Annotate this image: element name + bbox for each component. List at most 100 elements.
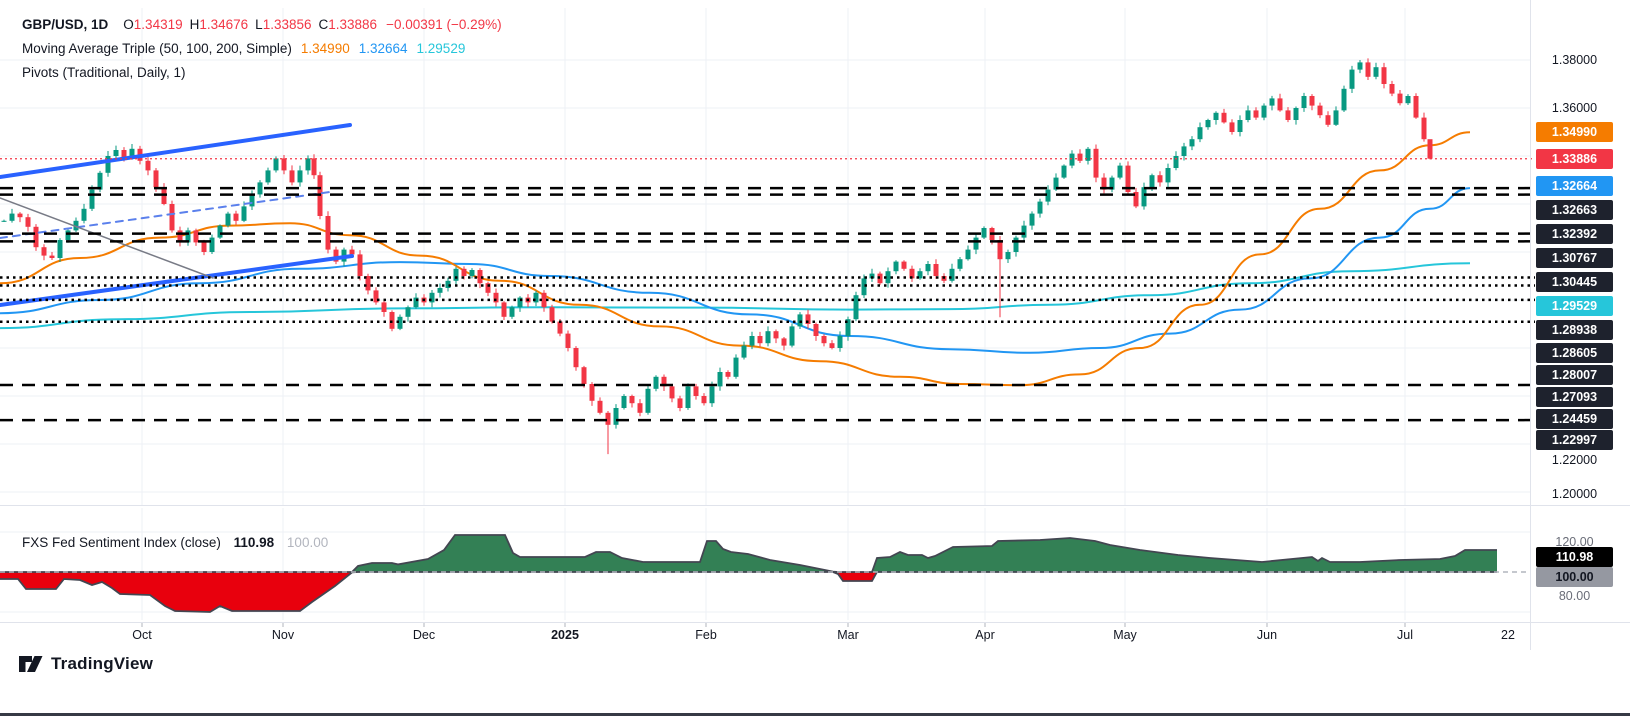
candle[interactable]: [257, 180, 263, 198]
candle[interactable]: [289, 165, 295, 186]
candle[interactable]: [829, 340, 835, 350]
candle[interactable]: [1405, 94, 1411, 106]
candle[interactable]: [1285, 107, 1291, 123]
candle[interactable]: [589, 382, 595, 406]
candle[interactable]: [1221, 108, 1227, 124]
candle[interactable]: [1389, 80, 1395, 97]
candle[interactable]: [1117, 162, 1123, 180]
candle[interactable]: [1061, 164, 1067, 179]
ma-triple-legend[interactable]: Moving Average Triple (50, 100, 200, Sim…: [22, 37, 465, 61]
candle[interactable]: [885, 267, 891, 288]
candle[interactable]: [653, 375, 659, 392]
candle[interactable]: [1357, 60, 1363, 74]
candle[interactable]: [917, 268, 923, 280]
candle[interactable]: [1253, 107, 1259, 120]
upper-channel-trendline[interactable]: [0, 122, 352, 179]
candle[interactable]: [453, 266, 459, 286]
candle[interactable]: [1325, 111, 1331, 127]
candle[interactable]: [1037, 198, 1043, 218]
sma-50-line[interactable]: [0, 131, 1471, 387]
candle[interactable]: [637, 399, 643, 417]
candle[interactable]: [821, 334, 827, 347]
tradingview-logo[interactable]: TradingView: [18, 653, 153, 675]
candle[interactable]: [533, 290, 539, 307]
pivots-legend[interactable]: Pivots (Traditional, Daily, 1): [22, 61, 186, 85]
candle[interactable]: [1181, 142, 1187, 161]
candle[interactable]: [861, 274, 867, 298]
candle[interactable]: [645, 385, 651, 415]
candle[interactable]: [1141, 182, 1147, 210]
candle[interactable]: [1397, 89, 1403, 106]
sentiment-area-positive[interactable]: [0, 535, 1497, 572]
candle[interactable]: [33, 224, 39, 251]
candle[interactable]: [469, 268, 475, 279]
candle[interactable]: [725, 370, 731, 380]
candle[interactable]: [677, 395, 683, 412]
pane-separator[interactable]: [0, 505, 1630, 506]
candle[interactable]: [81, 203, 87, 224]
candle[interactable]: [1109, 175, 1115, 193]
candle[interactable]: [1189, 136, 1195, 151]
candle[interactable]: [1341, 85, 1347, 113]
candle[interactable]: [973, 232, 979, 255]
mid-dashed-trendline[interactable]: [0, 191, 331, 240]
candle[interactable]: [1213, 111, 1219, 125]
candle[interactable]: [509, 305, 515, 319]
candle[interactable]: [1309, 94, 1315, 111]
candle[interactable]: [25, 213, 31, 232]
candle[interactable]: [1085, 147, 1091, 165]
candle[interactable]: [925, 261, 931, 276]
candle[interactable]: [305, 155, 311, 175]
candle[interactable]: [397, 314, 403, 331]
sma-100-line[interactable]: [0, 187, 1471, 354]
candle[interactable]: [17, 212, 23, 223]
candle[interactable]: [1269, 95, 1275, 111]
candle[interactable]: [749, 331, 755, 350]
candle[interactable]: [1093, 144, 1099, 183]
candle[interactable]: [1157, 171, 1163, 187]
candle[interactable]: [517, 296, 523, 312]
candle[interactable]: [1413, 93, 1419, 119]
candle[interactable]: [621, 394, 627, 410]
candle[interactable]: [573, 346, 579, 371]
candle[interactable]: [493, 288, 499, 307]
gray-trendline[interactable]: [0, 197, 214, 279]
candle[interactable]: [1373, 62, 1379, 80]
candle[interactable]: [765, 326, 771, 347]
candle[interactable]: [177, 226, 183, 247]
candle[interactable]: [485, 281, 491, 297]
candle[interactable]: [629, 394, 635, 408]
candle[interactable]: [661, 374, 667, 392]
candle[interactable]: [311, 154, 317, 179]
candle[interactable]: [1173, 151, 1179, 171]
lower-channel-trendline[interactable]: [0, 254, 354, 307]
candle[interactable]: [901, 260, 907, 271]
candle[interactable]: [9, 208, 15, 223]
candle[interactable]: [1427, 139, 1433, 160]
candle[interactable]: [373, 287, 379, 305]
candle[interactable]: [365, 273, 371, 295]
candle[interactable]: [1133, 187, 1139, 209]
candle[interactable]: [49, 251, 55, 260]
candle[interactable]: [693, 383, 699, 400]
candle[interactable]: [1045, 185, 1051, 206]
candle[interactable]: [429, 290, 435, 308]
candle[interactable]: [325, 211, 331, 254]
candle[interactable]: [209, 234, 215, 254]
candle[interactable]: [1205, 118, 1211, 130]
candle[interactable]: [869, 268, 875, 282]
candle[interactable]: [281, 154, 287, 175]
candle[interactable]: [41, 244, 47, 261]
candle[interactable]: [265, 167, 271, 185]
candle[interactable]: [717, 367, 723, 391]
candle[interactable]: [997, 235, 1003, 318]
candle[interactable]: [789, 323, 795, 348]
candle[interactable]: [981, 226, 987, 240]
candle[interactable]: [105, 150, 111, 177]
candle[interactable]: [1365, 58, 1371, 80]
candle[interactable]: [1261, 103, 1267, 121]
candle[interactable]: [909, 265, 915, 282]
candle[interactable]: [241, 201, 247, 223]
candle[interactable]: [1277, 93, 1283, 112]
candles-series[interactable]: [1, 58, 1433, 455]
